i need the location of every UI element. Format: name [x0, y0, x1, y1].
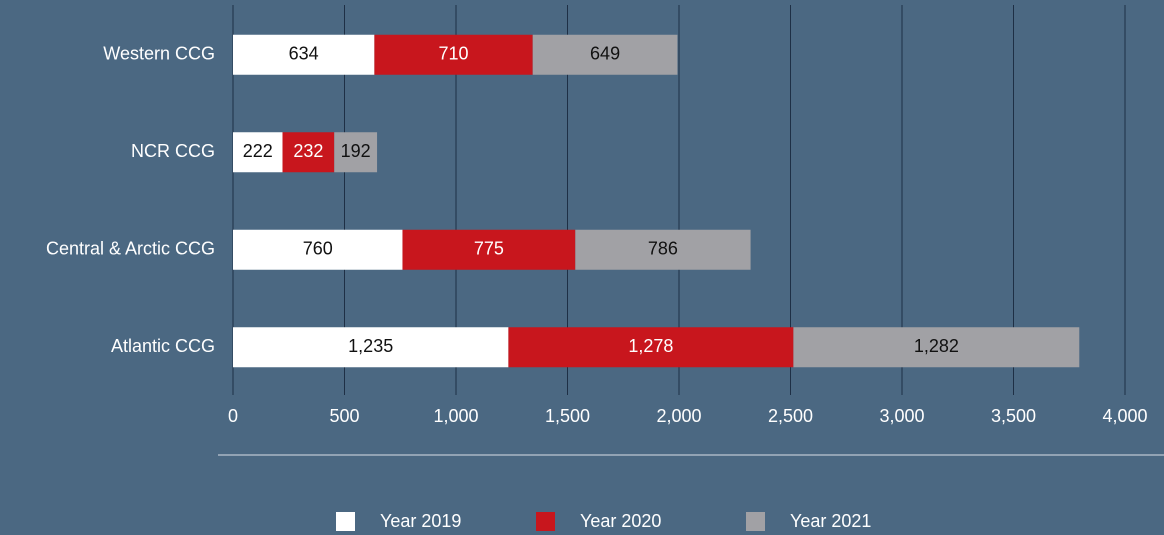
y-tick-label: Atlantic CCG — [111, 336, 215, 356]
data-label: 232 — [293, 141, 323, 161]
bar — [233, 34, 375, 75]
data-label: 1,235 — [348, 336, 393, 356]
legend-label: Year 2019 — [380, 511, 461, 531]
x-tick-label: 1,000 — [433, 406, 478, 426]
x-tick-label: 500 — [329, 406, 359, 426]
legend-swatch — [746, 512, 765, 531]
bar — [233, 229, 403, 270]
y-tick-label: Central & Arctic CCG — [46, 239, 215, 259]
legend-label: Year 2020 — [580, 511, 661, 531]
bar — [233, 327, 509, 368]
data-label: 192 — [341, 141, 371, 161]
data-label: 760 — [303, 239, 333, 259]
y-tick-label: Western CCG — [103, 44, 215, 64]
legend-swatch — [336, 512, 355, 531]
x-tick-label: 3,500 — [991, 406, 1036, 426]
bar — [374, 34, 533, 75]
data-label: 786 — [648, 239, 678, 259]
x-tick-label: 1,500 — [545, 406, 590, 426]
bar — [282, 132, 335, 173]
data-label: 634 — [289, 44, 319, 64]
bar — [334, 132, 378, 173]
data-label: 1,278 — [628, 336, 673, 356]
x-tick-label: 2,000 — [656, 406, 701, 426]
data-label: 222 — [243, 141, 273, 161]
data-label: 1,282 — [914, 336, 959, 356]
bar — [233, 132, 283, 173]
data-label: 649 — [590, 44, 620, 64]
data-label: 710 — [439, 44, 469, 64]
bar — [793, 327, 1080, 368]
bar — [402, 229, 576, 270]
legend-label: Year 2021 — [790, 511, 871, 531]
x-tick-label: 3,000 — [879, 406, 924, 426]
x-tick-label: 4,000 — [1102, 406, 1147, 426]
legend-swatch — [536, 512, 555, 531]
x-tick-label: 0 — [228, 406, 238, 426]
x-tick-label: 2,500 — [768, 406, 813, 426]
data-label: 775 — [474, 239, 504, 259]
y-tick-label: NCR CCG — [131, 141, 215, 161]
bar — [508, 327, 794, 368]
bar — [532, 34, 678, 75]
bar — [575, 229, 751, 270]
